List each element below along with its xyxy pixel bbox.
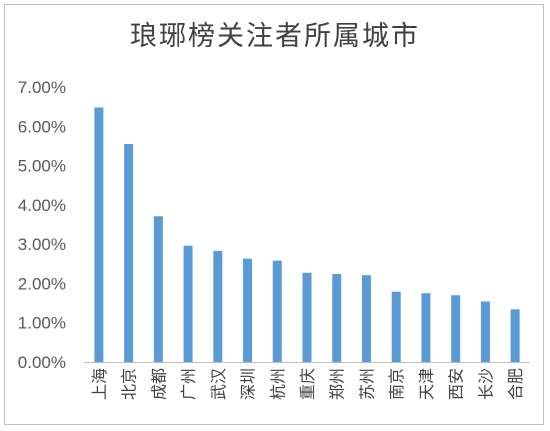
y-axis: 0.00% 1.00% 2.00% 3.00% 4.00% 5.00% 6.00% 7.00%	[18, 78, 66, 372]
x-tick-label: 西安	[447, 368, 466, 400]
x-tick-label: 重庆	[298, 368, 317, 400]
x-tick-label: 广州	[179, 368, 198, 400]
x-tick-label: 深圳	[239, 368, 258, 400]
x-tick-label: 成都	[149, 368, 168, 400]
x-tick-label: 北京	[120, 368, 139, 400]
bars	[94, 107, 520, 362]
bar	[213, 250, 223, 362]
bar	[94, 107, 104, 362]
bar	[332, 274, 342, 362]
y-tick-label: 5.00%	[18, 157, 66, 176]
bar	[361, 275, 371, 362]
x-tick-label: 南京	[387, 368, 406, 400]
x-tick-label: 长沙	[476, 368, 495, 400]
y-tick-label: 2.00%	[18, 274, 66, 293]
bar	[451, 295, 461, 362]
x-tick-label: 武汉	[209, 368, 228, 400]
bar	[243, 258, 253, 362]
chart-frame	[4, 4, 544, 425]
y-tick-label: 4.00%	[18, 196, 66, 215]
x-tick-label: 合肥	[506, 368, 525, 400]
y-tick-label: 3.00%	[18, 235, 66, 254]
chart-title: 琅琊榜关注者所属城市	[130, 21, 420, 52]
bar	[510, 309, 520, 362]
x-tick-label: 苏州	[357, 368, 376, 400]
bar	[302, 272, 312, 362]
x-tick-label: 上海	[90, 368, 109, 400]
bar	[480, 301, 490, 362]
y-tick-label: 1.00%	[18, 314, 66, 333]
x-tick-label: 杭州	[268, 368, 287, 400]
y-tick-label: 0.00%	[18, 353, 66, 372]
bar	[421, 293, 431, 362]
y-tick-label: 7.00%	[18, 78, 66, 97]
bar	[183, 245, 193, 362]
bar	[272, 260, 282, 362]
x-tick-label: 天津	[417, 368, 436, 400]
y-tick-label: 6.00%	[18, 117, 66, 136]
x-axis: 上海 北京 成都 广州 武汉 深圳 杭州 重庆 郑州 苏州 南京 天津 西安 长沙 合肥	[84, 362, 530, 400]
bar	[124, 143, 134, 362]
bar	[391, 291, 401, 362]
x-tick-label: 郑州	[328, 368, 347, 400]
bar	[153, 216, 163, 362]
